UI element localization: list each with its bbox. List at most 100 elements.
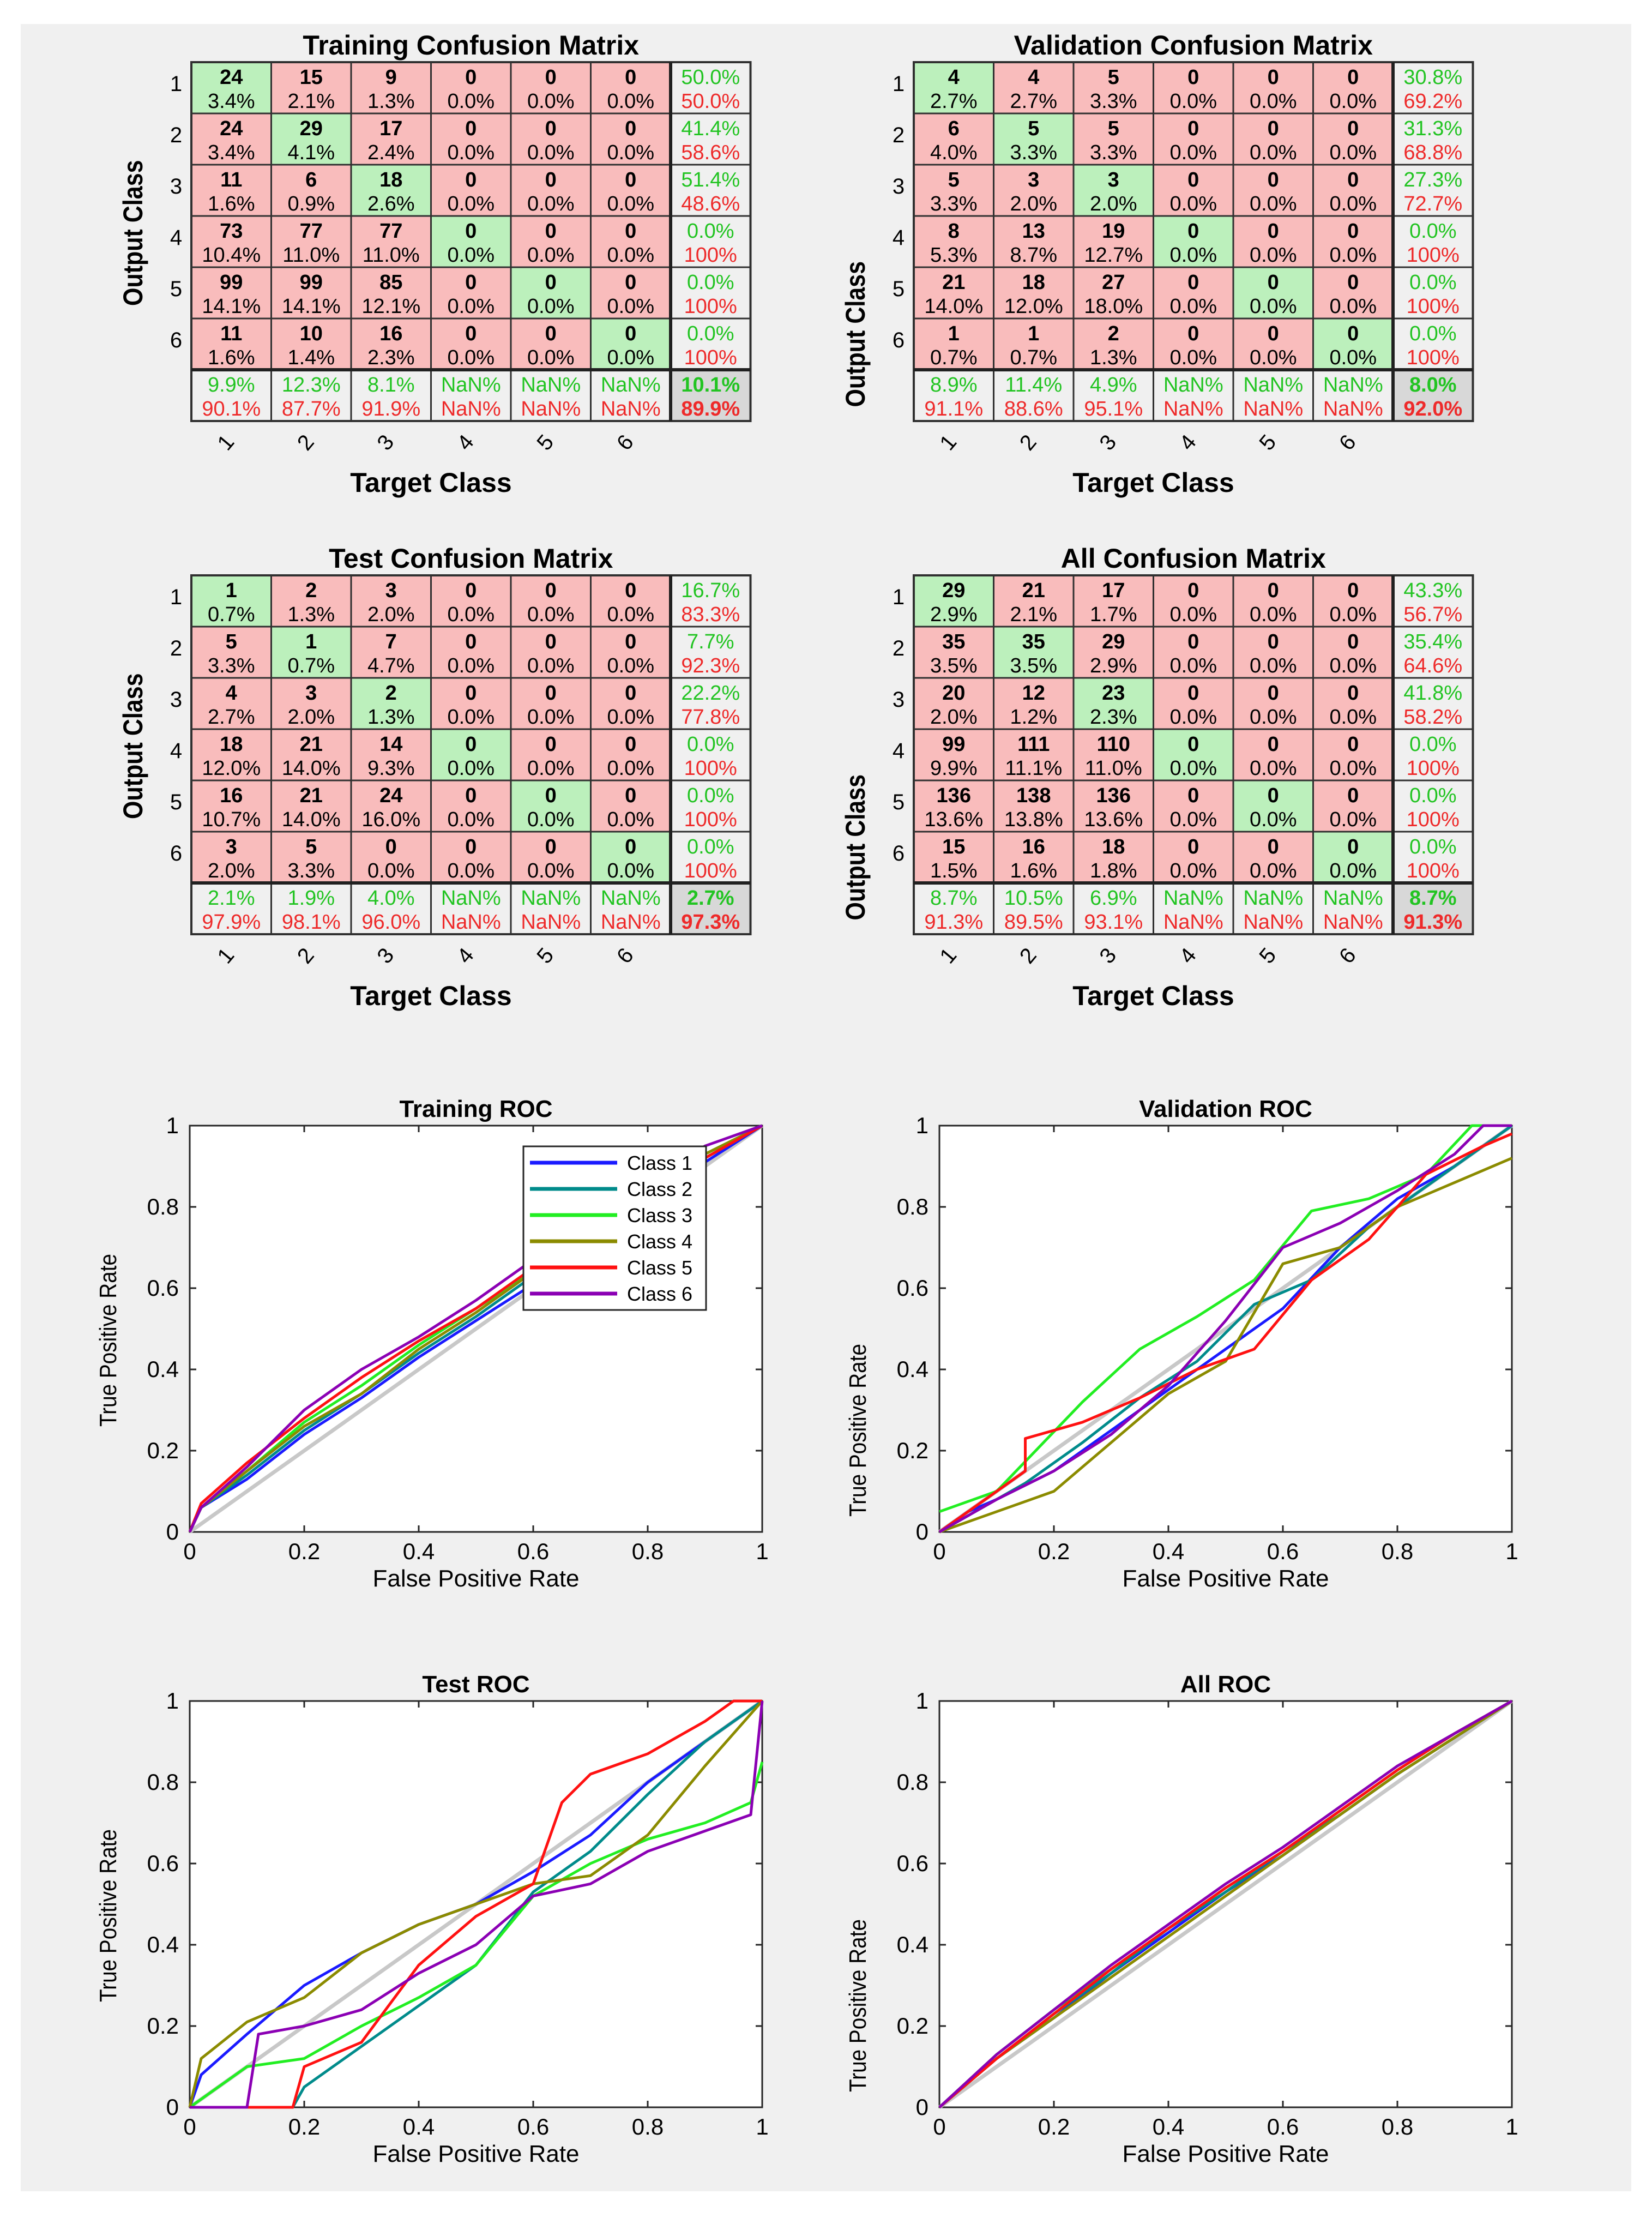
cell-bottom-text: 0.0% (607, 603, 654, 626)
y-tick-label: 1 (893, 72, 905, 96)
cell-bottom-text: 0.0% (1329, 244, 1377, 267)
cell-bottom-text: 0.9% (287, 193, 335, 215)
cell-top-text: 18 (220, 733, 243, 756)
cell-bottom-text: NaN% (601, 398, 661, 420)
matrix-cell (1232, 215, 1314, 268)
cell-bottom-text: 0.0% (1329, 141, 1377, 164)
cell-top-text: 0 (1347, 835, 1359, 858)
cell-top-text: 0 (625, 117, 636, 140)
y-tick-label: 6 (170, 328, 182, 352)
roc-title: Validation ROC (1139, 1096, 1312, 1122)
cell-bottom-text: 0.0% (1329, 859, 1377, 882)
matrix-cell (1232, 574, 1314, 628)
cell-bottom-text: 0.0% (1250, 346, 1297, 369)
y-tick-label: 5 (170, 790, 182, 814)
cell-bottom-text: 0.0% (1329, 757, 1377, 780)
cell-bottom-text: 2.6% (367, 193, 415, 215)
matrix-cell (1072, 369, 1154, 422)
x-axis-label: Target Class (1072, 981, 1234, 1011)
cell-bottom-text: 0.0% (1329, 706, 1377, 729)
y-tick-label: 3 (893, 175, 905, 199)
x-tick-label: 0.2 (1038, 1538, 1070, 1564)
cell-bottom-text: 0.0% (607, 859, 654, 882)
cell-top-text: 21 (300, 733, 323, 756)
matrix-frame (913, 574, 1474, 935)
matrix-cell (430, 574, 512, 628)
cell-bottom-text: 0.7% (930, 346, 978, 369)
roc-plot-3: Test ROC 0 0.2 0.4 0.6 0.8 1 0 0.2 0.4 0.6 0.8 1 Fals… (94, 1671, 769, 2167)
cell-bottom-text: 1.3% (367, 706, 415, 729)
cell-top-text: 3 (1108, 169, 1119, 191)
matrix-cell (190, 215, 272, 268)
cell-bottom-text: 16.0% (361, 808, 420, 831)
cell-top-text: 4 (948, 66, 960, 89)
cell-bottom-text: 12.1% (361, 295, 420, 318)
y-tick-label: 0.2 (897, 1438, 929, 1463)
cell-bottom-text: 3.5% (930, 654, 978, 677)
cell-bottom-text: 2.0% (930, 706, 978, 729)
cell-bottom-text: 100% (1407, 346, 1460, 369)
legend-label: Class 2 (627, 1178, 692, 1200)
cell-top-text: NaN% (441, 887, 501, 910)
x-tick-label: 0.8 (632, 1538, 664, 1564)
y-axis-label: Output Class (118, 673, 148, 819)
cell-bottom-text: 2.0% (208, 859, 255, 882)
cell-top-text: 0 (545, 835, 557, 858)
cell-bottom-text: 13.6% (924, 808, 983, 831)
cell-top-text: 11 (220, 322, 242, 345)
cell-top-text: 18 (1102, 835, 1125, 858)
matrix-cell (670, 164, 751, 217)
y-tick-label: 0.4 (147, 1932, 179, 1957)
y-tick-label: 1 (916, 1113, 929, 1138)
cell-top-text: 20 (942, 682, 965, 705)
confusion-matrices-layer: Training Confusion Matrix243.4%152.1%91.… (118, 30, 1474, 1011)
cell-top-text: 16 (220, 784, 243, 807)
cell-bottom-text: 0.7% (208, 603, 255, 626)
cell-top-text: 8.1% (367, 374, 415, 396)
cell-top-text: 3 (305, 682, 317, 705)
matrix-cell (993, 112, 1075, 166)
cell-bottom-text: 92.3% (681, 654, 740, 677)
cell-top-text: 35 (1022, 630, 1045, 653)
y-tick-label: 0 (166, 1519, 179, 1544)
cell-bottom-text: 97.9% (202, 911, 261, 934)
cell-bottom-text: NaN% (1243, 911, 1303, 934)
y-axis-label: True Positive Rate (844, 1344, 871, 1517)
cell-top-text: 0 (545, 271, 557, 294)
cell-bottom-text: 0.0% (1169, 808, 1217, 831)
cell-top-text: 0 (625, 784, 636, 807)
cell-top-text: 24 (220, 117, 243, 140)
cell-top-text: 7.7% (687, 630, 734, 653)
matrix-cell (993, 677, 1075, 730)
cell-bottom-text: 0.0% (447, 654, 495, 677)
matrix-cell (510, 882, 592, 935)
cell-top-text: 24 (379, 784, 402, 807)
cell-bottom-text: 0.0% (1250, 859, 1297, 882)
x-tick-label: 0 (933, 2114, 945, 2139)
cell-bottom-text: 0.0% (607, 808, 654, 831)
y-tick-label: 5 (893, 277, 905, 301)
cell-bottom-text: 0.0% (607, 757, 654, 780)
cell-bottom-text: 2.7% (208, 706, 255, 729)
cell-bottom-text: 3.4% (208, 90, 255, 113)
cell-bottom-text: 100% (684, 346, 737, 369)
cell-top-text: 0 (1187, 271, 1199, 294)
cell-bottom-text: 1.6% (1010, 859, 1057, 882)
cell-top-text: 0.0% (1409, 784, 1457, 807)
y-tick-label: 1 (893, 585, 905, 609)
matrix-cell (1232, 112, 1314, 166)
y-tick-label: 2 (893, 123, 905, 147)
cell-bottom-text: 88.6% (1004, 398, 1063, 420)
roc-curve-class-5 (938, 1699, 1513, 2108)
y-tick-label: 1 (170, 72, 182, 96)
cell-top-text: 0 (1347, 220, 1359, 243)
matrix-cell (350, 779, 432, 833)
cell-top-text: 5 (1108, 117, 1119, 140)
cell-top-text: 138 (1016, 784, 1051, 807)
matrix-cell (190, 112, 272, 166)
matrix-cell (270, 831, 352, 884)
cell-bottom-text: 1.3% (287, 603, 335, 626)
cell-top-text: 0 (465, 579, 477, 602)
cell-top-text: 2.7% (687, 887, 734, 910)
matrix-title: Test Confusion Matrix (329, 543, 613, 574)
